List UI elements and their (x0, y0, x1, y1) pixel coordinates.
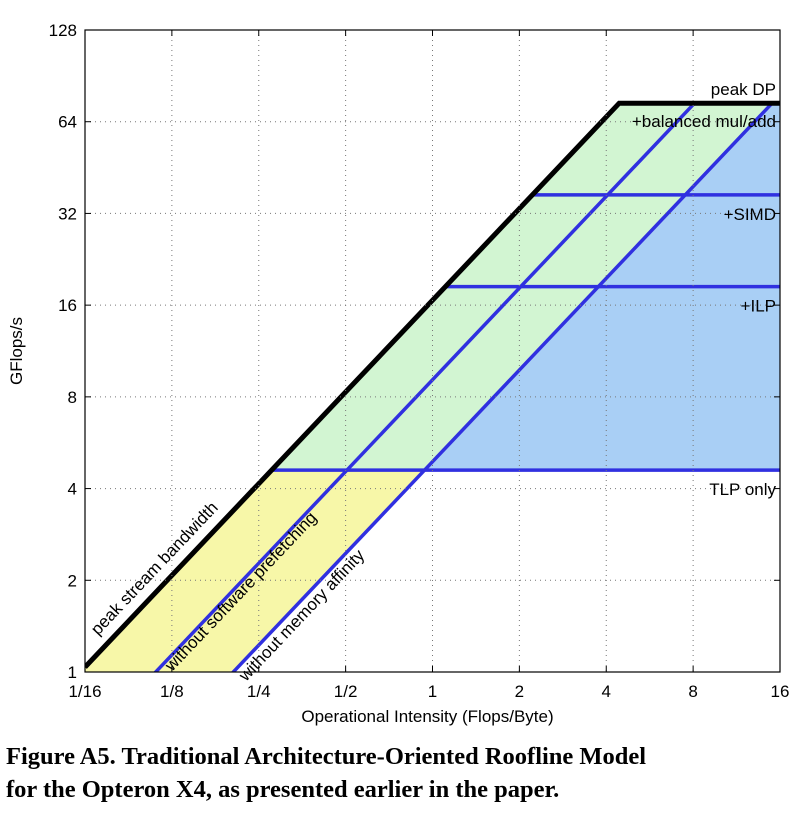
plot-area (85, 100, 780, 672)
roofline-chart: 1/16 1/8 1/4 1/2 1 2 4 8 16 1 2 4 8 16 32 64 128 Operatio… (7, 21, 790, 726)
x-tick-label: 4 (602, 682, 611, 701)
x-tick-label: 2 (515, 682, 524, 701)
x-tick-label: 1/4 (247, 682, 271, 701)
y-tick-label: 8 (68, 388, 77, 407)
caption-line-2: for the Opteron X4, as presented earlier… (6, 776, 560, 803)
ceiling-label-peak-dp: peak DP (711, 80, 776, 99)
region-yellow (85, 470, 425, 672)
roofline-peak (85, 100, 780, 669)
y-tick-label: 32 (58, 204, 77, 223)
y-tick-label: 4 (68, 480, 77, 499)
bandwidth-without-software-prefetching (153, 102, 696, 672)
chart-svg: 1/16 1/8 1/4 1/2 1 2 4 8 16 1 2 4 8 16 32 64 128 Operatio… (7, 21, 790, 726)
x-axis-label: Operational Intensity (Flops/Byte) (301, 707, 553, 726)
y-tick-label: 2 (68, 571, 77, 590)
figure-caption: Figure A5. Traditional Architecture-Orie… (6, 740, 806, 806)
y-axis-label: GFlops/s (7, 317, 26, 385)
x-tick-label: 1 (428, 682, 437, 701)
x-tick-label: 1/2 (334, 682, 358, 701)
x-tick-label: 1/8 (160, 682, 184, 701)
y-tick-label: 128 (49, 21, 77, 40)
ceiling-label-ilp: +ILP (741, 297, 776, 316)
ceiling-label-balanced-mul-add: +balanced mul/add (632, 112, 776, 131)
y-tick-label: 16 (58, 296, 77, 315)
caption-line-1: Figure A5. Traditional Architecture-Orie… (6, 743, 647, 770)
ceiling-label-tlp-only: TLP only (709, 480, 776, 499)
ceiling-label-simd: +SIMD (724, 205, 776, 224)
bandwidth-without-memory-affinity (230, 102, 774, 672)
x-tick-label: 16 (771, 682, 790, 701)
x-tick-label: 8 (688, 682, 697, 701)
y-tick-label: 1 (68, 663, 77, 682)
x-tick-label: 1/16 (68, 682, 101, 701)
y-tick-label: 64 (58, 113, 77, 132)
